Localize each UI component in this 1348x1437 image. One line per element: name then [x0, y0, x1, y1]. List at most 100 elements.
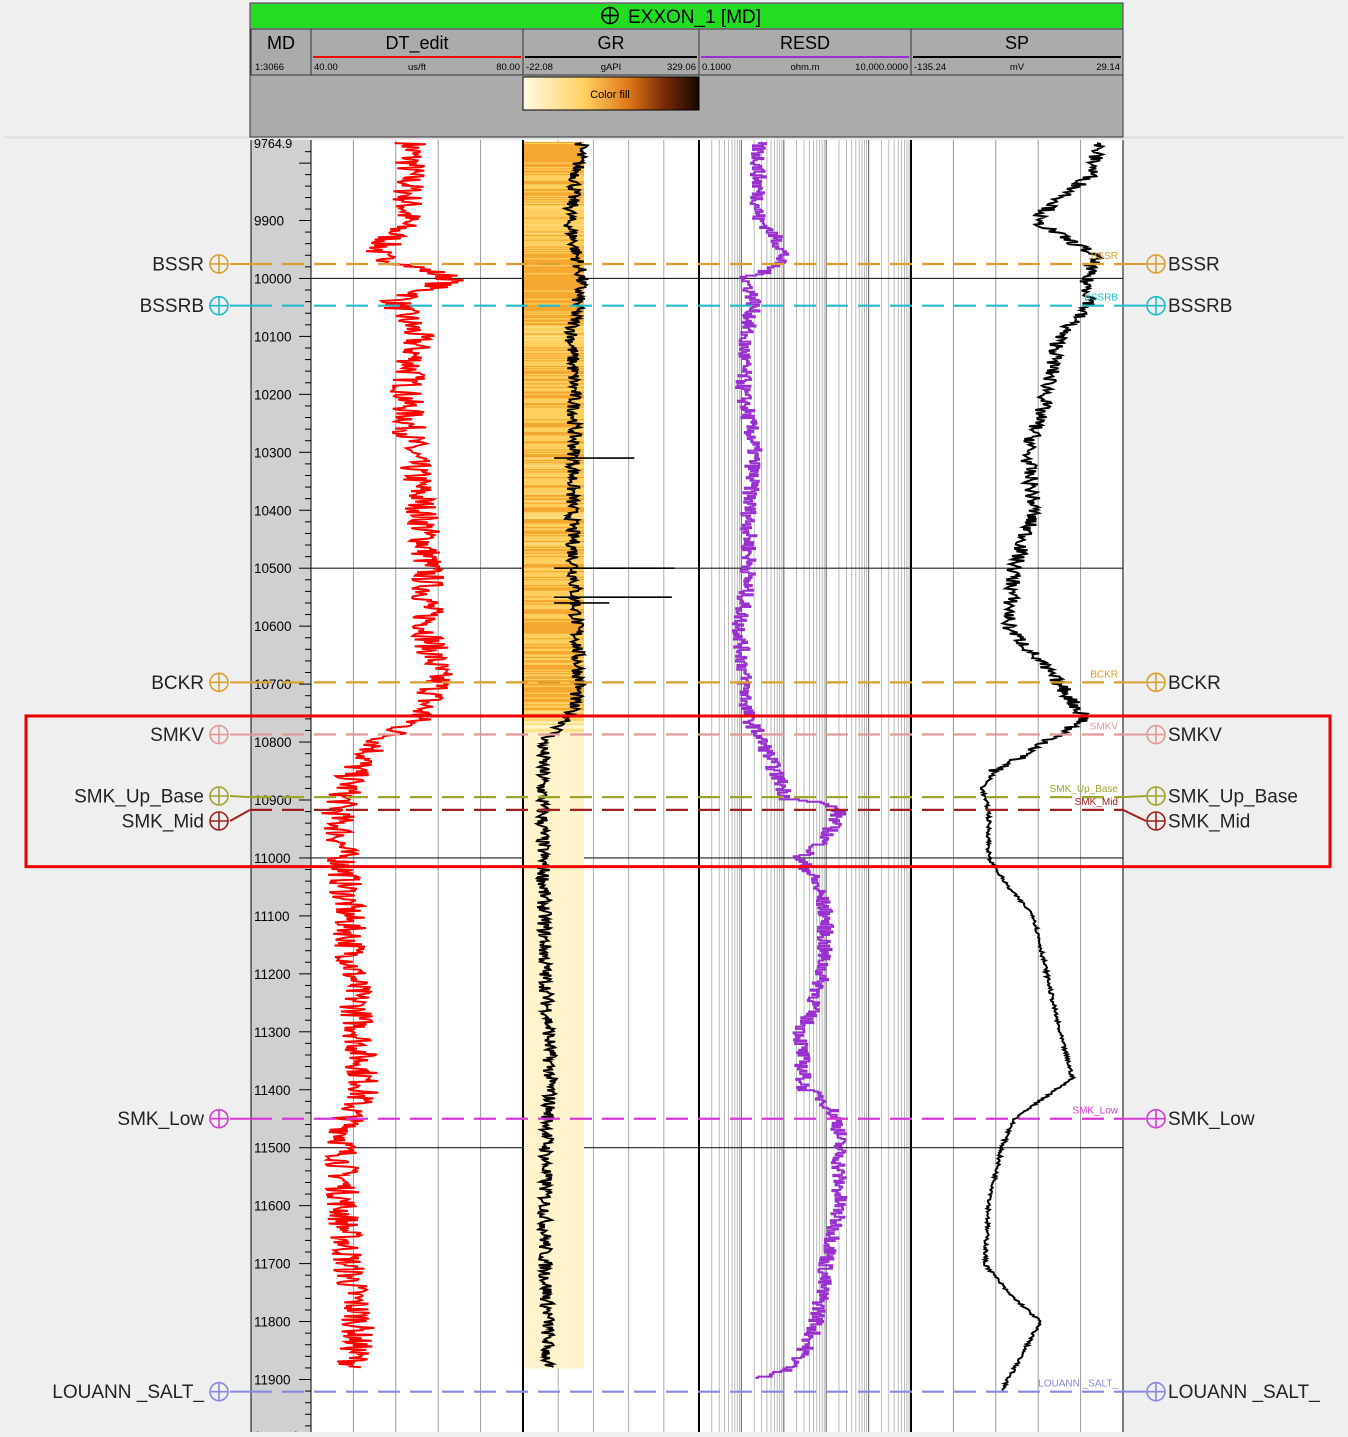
track-min-sp: -135.24 — [914, 62, 946, 73]
curves — [321, 142, 1107, 1391]
depth-label: 10200 — [254, 387, 292, 402]
top-label-inline-smk-up-base: SMK_Up_Base — [1050, 784, 1119, 795]
depth-label: 11700 — [254, 1257, 291, 1272]
curve-dt-edit — [321, 142, 464, 1369]
depth-label: 11500 — [254, 1141, 291, 1156]
top-label-right-louann-salt: LOUANN _SALT_ — [1168, 1382, 1320, 1403]
highlight-box — [24, 714, 1332, 869]
top-label-inline-louann-salt: LOUANN _SALT_ — [1038, 1379, 1118, 1390]
top-label-inline-smk-low: SMK_Low — [1072, 1106, 1118, 1117]
color-fill-legend — [522, 76, 700, 111]
well-icon — [601, 6, 619, 25]
depth-label: 10100 — [254, 329, 292, 344]
depth-label: 11800 — [254, 1315, 291, 1330]
depth-label: 10000 — [254, 271, 292, 286]
top-connector-left — [229, 795, 251, 799]
top-label-left-bssr: BSSR — [152, 254, 204, 275]
top-label-left-smk-mid: SMK_Mid — [122, 812, 204, 833]
top-marker-left-icon — [209, 811, 229, 831]
gr-fill-band — [524, 1366, 584, 1369]
top-label-inline-bssrb: BSSRB — [1084, 293, 1118, 304]
md-scale: 1:3066 — [255, 62, 284, 73]
track-unit-dt: us/ft — [408, 62, 426, 73]
plot-area — [250, 140, 1123, 1432]
top-marker-left-icon — [209, 295, 229, 316]
depth-label: 11200 — [254, 967, 291, 982]
track-min-gr: -22.08 — [526, 62, 553, 73]
top-label-inline-smkv: SMKV — [1090, 722, 1119, 733]
depth-label: 10400 — [254, 503, 292, 518]
formation-tops: BSSR BSSR BSSR BSSRB BSSRB BSSRB BCKR BCKR BCKR S… — [52, 251, 1320, 1403]
depth-label: 10900 — [254, 793, 292, 808]
track-title-sp: SP — [1005, 33, 1029, 53]
depth-label: 10500 — [254, 561, 292, 576]
top-label-inline-smk-mid: SMK_Mid — [1075, 797, 1118, 808]
top-connector-right — [1122, 795, 1147, 799]
depth-label: 10800 — [254, 735, 292, 750]
track-title-dt: DT_edit — [385, 33, 448, 54]
well-title: EXXON_1 [MD] — [628, 7, 761, 28]
curve-gr — [533, 142, 590, 1368]
top-marker-left-icon — [209, 672, 229, 693]
well-title-bar[interactable] — [251, 4, 1122, 28]
top-label-inline-bssr: BSSR — [1091, 251, 1118, 262]
top-marker-right-icon — [1146, 295, 1166, 316]
depth-axis: 9764.9 9900 10000 10100 10200 10300 10400 10500… — [254, 137, 311, 1437]
curve-resd — [732, 142, 848, 1379]
top-connector-left — [229, 808, 251, 822]
track-max-gr: 329.06 — [667, 62, 696, 73]
top-label-right-smk-low: SMK_Low — [1168, 1109, 1255, 1130]
track-max-resd: 10,000.0000 — [855, 62, 908, 73]
top-label-left-smkv: SMKV — [150, 725, 204, 746]
track-header-sp — [910, 28, 1124, 76]
top-marker-left-icon — [209, 724, 229, 745]
color-fill-label: Color fill — [590, 89, 630, 101]
top-label-right-bssrb: BSSRB — [1168, 296, 1232, 317]
top-label-left-bssrb: BSSRB — [140, 296, 204, 317]
top-marker-right-icon — [1146, 254, 1166, 274]
depth-label: 10300 — [254, 445, 292, 460]
depth-label: 9900 — [254, 214, 284, 229]
top-label-right-smk-up-base: SMK_Up_Base — [1168, 787, 1298, 808]
top-label-right-bckr: BCKR — [1168, 673, 1221, 694]
top-label-left-smk-up-base: SMK_Up_Base — [74, 787, 204, 808]
track-header-dt — [310, 28, 524, 76]
track-min-dt: 40.00 — [314, 62, 338, 73]
top-marker-left-icon — [209, 1381, 229, 1402]
top-label-inline-bckr: BCKR — [1090, 669, 1118, 680]
track-unit-sp: mV — [1010, 62, 1025, 73]
top-label-left-louann-salt: LOUANN _SALT_ — [52, 1382, 204, 1403]
top-marker-left-icon — [209, 254, 229, 274]
top-marker-left-icon — [209, 1108, 229, 1129]
top-marker-right-icon — [1146, 811, 1166, 831]
top-label-right-bssr: BSSR — [1168, 254, 1220, 275]
track-header-resd — [698, 28, 912, 76]
track-min-resd: 0.1000 — [702, 62, 731, 73]
depth-label: 11600 — [254, 1199, 291, 1214]
track-max-dt: 80.00 — [496, 62, 520, 73]
depth-label: 10700 — [254, 677, 292, 692]
depth-label: 11400 — [254, 1083, 291, 1098]
top-label-right-smkv: SMKV — [1168, 725, 1222, 746]
track-title-gr: GR — [598, 33, 625, 53]
depth-label: 9764.9 — [254, 137, 292, 151]
track-max-sp: 29.14 — [1096, 62, 1120, 73]
top-marker-right-icon — [1146, 1381, 1166, 1402]
track-title-md: MD — [267, 33, 295, 53]
top-marker-right-icon — [1146, 672, 1166, 693]
track-header-gr — [522, 28, 700, 76]
top-marker-right-icon — [1146, 724, 1166, 745]
depth-label: 11300 — [254, 1025, 291, 1040]
depth-label: 11000 — [254, 851, 291, 866]
top-connector-right — [1122, 808, 1147, 822]
track-unit-gr: gAPI — [601, 62, 622, 73]
top-label-left-bckr: BCKR — [151, 673, 204, 694]
top-label-right-smk-mid: SMK_Mid — [1168, 812, 1250, 833]
track-header-md — [250, 28, 312, 76]
top-marker-right-icon — [1146, 1108, 1166, 1129]
track-title-resd: RESD — [780, 33, 830, 53]
track-headers: MD 1:3066 DT_edit 40.00 us/ft 80.00 GR -22.08 gA… — [250, 28, 1124, 76]
depth-label: 11100 — [254, 909, 290, 924]
